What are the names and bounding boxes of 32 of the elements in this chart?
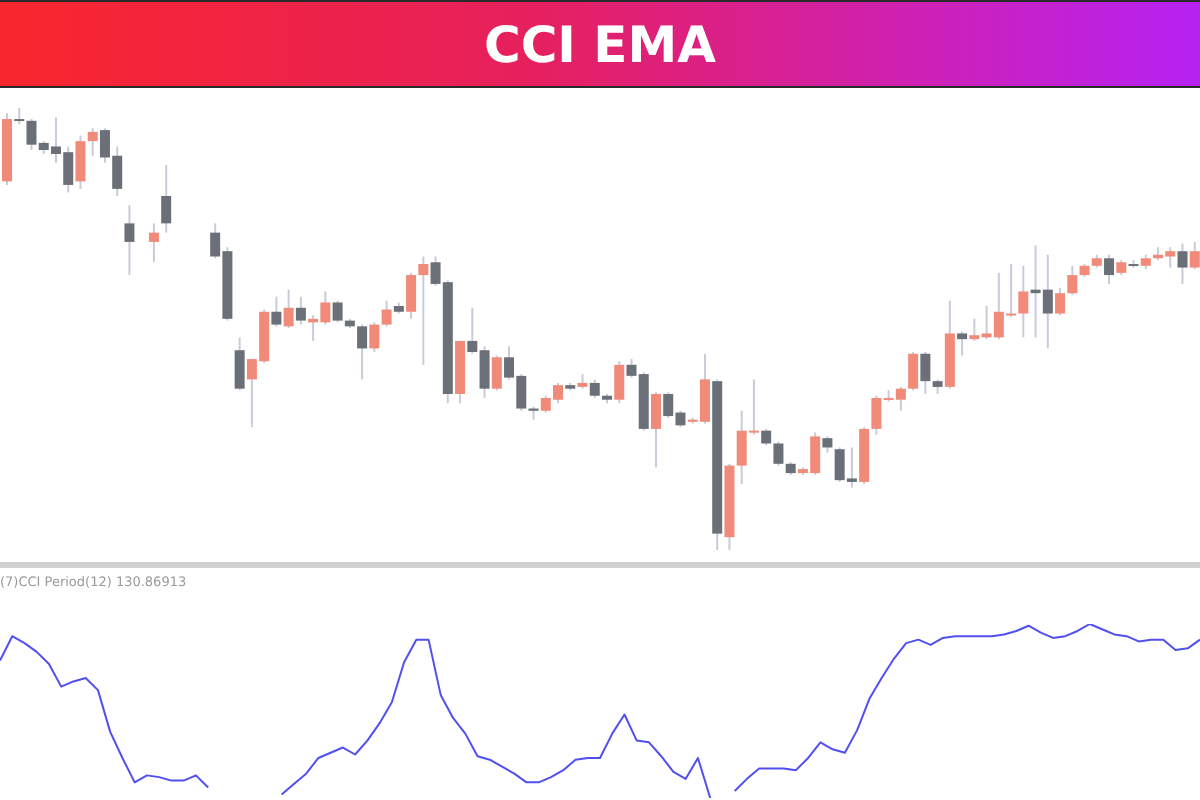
candlestick <box>271 295 282 328</box>
candlestick <box>614 360 625 405</box>
candlestick <box>1067 264 1078 296</box>
candlestick <box>283 288 294 330</box>
candlestick <box>369 321 380 353</box>
candlestick <box>295 295 306 326</box>
candlestick <box>773 440 784 467</box>
candlestick <box>920 350 931 395</box>
chart-title: CCI EMA <box>483 15 716 73</box>
candlestick <box>75 134 86 190</box>
candlestick <box>124 204 135 277</box>
candlestick <box>908 350 919 392</box>
candlestick <box>381 299 392 328</box>
candlestick <box>491 354 502 392</box>
candlestick <box>357 323 368 381</box>
candlestick <box>14 108 25 126</box>
candlestick <box>87 127 98 157</box>
candlestick <box>148 222 159 264</box>
candlestick <box>1189 240 1200 271</box>
candlestick <box>957 330 968 357</box>
candlestick <box>1018 264 1029 339</box>
candlestick <box>1177 242 1188 285</box>
candlestick <box>650 391 661 469</box>
candlestick <box>418 255 429 366</box>
candlestick <box>234 336 245 392</box>
candlestick <box>589 378 600 399</box>
candlestick <box>406 271 417 320</box>
candlestick <box>332 299 343 324</box>
candlestick <box>161 164 172 234</box>
candlestick <box>1104 253 1115 285</box>
title-banner: CCI EMA <box>0 0 1200 88</box>
candlestick <box>1055 286 1066 317</box>
